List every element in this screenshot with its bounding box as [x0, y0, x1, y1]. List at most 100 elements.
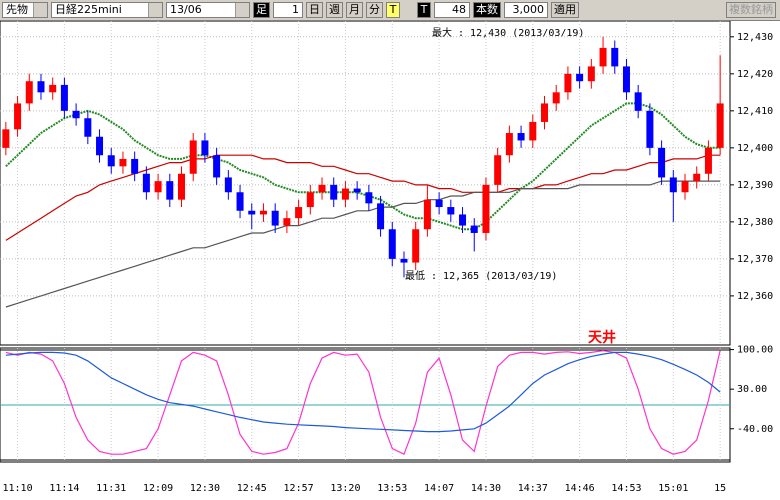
candle-body	[482, 184, 490, 233]
max-annotation: 最大 : 12,430 (2013/03/19)	[432, 26, 584, 39]
candle-body	[178, 173, 185, 200]
candle-body	[224, 177, 232, 193]
candle-body	[271, 210, 279, 226]
candle-body	[529, 121, 537, 141]
candle-body	[658, 147, 666, 178]
candle-body	[646, 110, 654, 148]
x-tick-label: 15	[714, 483, 726, 494]
x-tick-label: 13:20	[330, 483, 360, 494]
chart: 最大 : 12,430 (2013/03/19) 最低 : 12,365 (20…	[0, 21, 773, 494]
x-tick-label: 12:30	[190, 483, 220, 494]
count-label: 本数	[473, 2, 501, 18]
y-tick-label: 12,420	[737, 69, 773, 80]
candle-body	[435, 199, 443, 208]
candle-body	[154, 181, 162, 193]
candle-body	[447, 207, 455, 215]
candle-body	[459, 214, 467, 226]
symbol-select[interactable]: 日経225mini	[51, 2, 163, 18]
y-tick-label: 30.00	[737, 384, 767, 395]
candle-body	[470, 225, 478, 233]
contract-select[interactable]: 13/06	[166, 2, 250, 18]
candle-body	[107, 155, 115, 167]
x-tick-label: 13:53	[377, 483, 407, 494]
oscillator-line	[5, 350, 721, 456]
price-panel	[0, 21, 731, 346]
y-tick-label: 12,360	[737, 291, 773, 302]
candle-body	[330, 184, 338, 200]
candle-body	[400, 258, 408, 263]
candle-body	[576, 73, 584, 82]
candle-body	[60, 84, 68, 111]
x-tick-label: 14:07	[424, 483, 454, 494]
x-tick-label: 11:31	[96, 483, 126, 494]
bar-input[interactable]: 1	[273, 2, 303, 18]
moving-average	[5, 180, 721, 308]
period-button[interactable]: T	[386, 2, 400, 18]
period-button[interactable]: 日	[306, 2, 323, 18]
candle-body	[599, 47, 607, 67]
bar-label: 足	[253, 2, 270, 18]
candle-body	[494, 155, 502, 185]
candle-body	[517, 133, 525, 141]
market-select[interactable]: 先物	[2, 2, 48, 18]
candle-body	[377, 203, 385, 230]
candle-body	[295, 207, 303, 219]
candle-body	[248, 210, 256, 215]
candle-body	[693, 173, 701, 182]
candle-body	[306, 192, 314, 208]
x-tick-label: 15:01	[658, 483, 688, 494]
candle-body	[2, 129, 10, 148]
toolbar: 先物 日経225mini 13/06 足 1 日 週 月 分 T T 48 本数…	[0, 0, 780, 21]
candle-body	[96, 136, 104, 156]
x-tick-label: 14:30	[471, 483, 501, 494]
candle-body	[423, 199, 431, 230]
apply-button[interactable]: 適用	[551, 2, 579, 18]
candle-body	[37, 81, 45, 93]
x-tick-label: 14:53	[611, 483, 641, 494]
count-input[interactable]: 48	[434, 2, 470, 18]
x-tick-label: 12:57	[284, 483, 314, 494]
candle-body	[131, 158, 139, 174]
multi-button[interactable]: 複数銘柄	[726, 2, 776, 18]
tick-label: T	[417, 2, 431, 18]
moving-average	[5, 154, 721, 241]
candle-body	[353, 188, 361, 193]
moving-average	[5, 102, 721, 231]
candle-body	[166, 181, 174, 200]
candle-body	[236, 192, 244, 211]
candle-body	[669, 177, 677, 193]
candle-body	[189, 140, 197, 174]
peak-annotation: 天井	[588, 329, 616, 346]
period-button[interactable]: 分	[366, 2, 383, 18]
candle-body	[142, 173, 150, 193]
candle-body	[412, 229, 420, 263]
candle-body	[318, 184, 326, 193]
period-button[interactable]: 週	[326, 2, 343, 18]
candle-body	[25, 81, 33, 104]
y-tick-label: 12,430	[737, 32, 773, 43]
candle-body	[552, 92, 560, 104]
candle-body	[84, 118, 92, 137]
candle-body	[119, 158, 127, 167]
candle-body	[341, 188, 349, 200]
candle-body	[365, 192, 373, 204]
x-tick-label: 14:37	[518, 483, 548, 494]
bars-input[interactable]: 3,000	[504, 2, 548, 18]
y-tick-label: 12,380	[737, 217, 773, 228]
x-tick-label: 14:46	[565, 483, 595, 494]
min-annotation: 最低 : 12,365 (2013/03/19)	[405, 269, 557, 282]
candle-body	[587, 66, 595, 82]
y-tick-label: 12,410	[737, 106, 773, 117]
x-tick-label: 11:10	[3, 483, 33, 494]
candle-body	[716, 103, 724, 148]
candle-body	[283, 218, 291, 226]
candle-body	[564, 73, 572, 93]
candle-body	[704, 147, 712, 174]
candle-body	[49, 84, 57, 93]
x-tick-label: 12:09	[143, 483, 173, 494]
period-button[interactable]: 月	[346, 2, 363, 18]
oscillator-line	[5, 351, 721, 433]
y-tick-label: 100.00	[737, 345, 773, 356]
y-tick-label: -40.00	[737, 424, 773, 435]
